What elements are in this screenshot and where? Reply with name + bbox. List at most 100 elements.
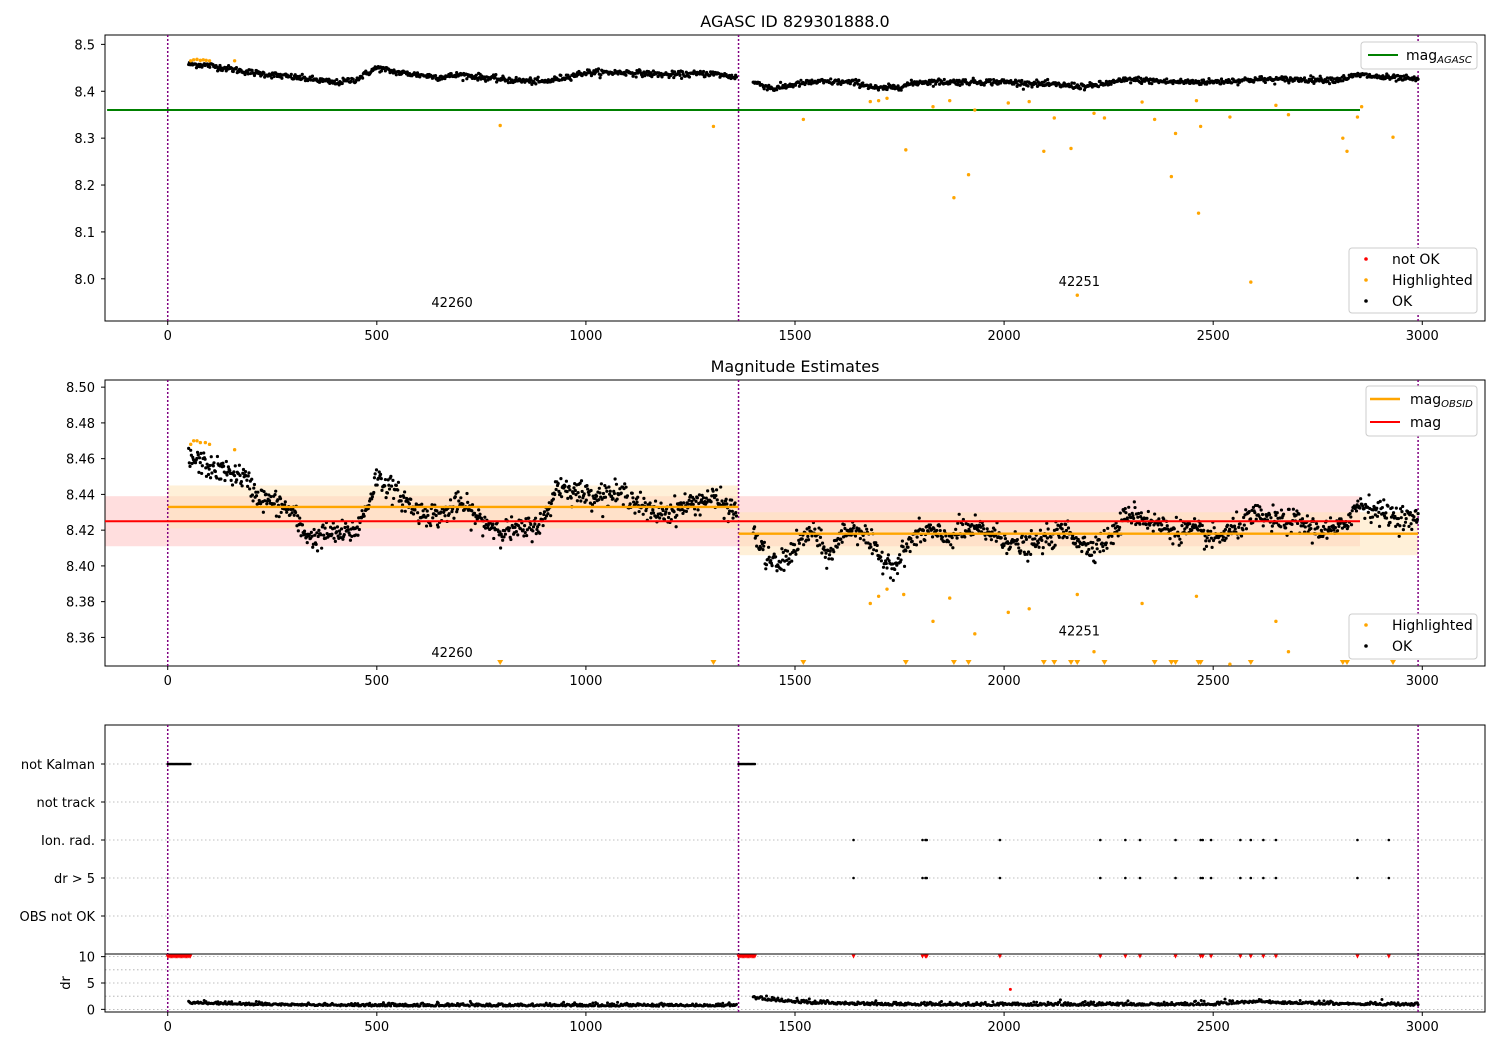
p2-ok-0-476 xyxy=(513,525,517,530)
p2-ok-1-239 xyxy=(919,540,923,544)
p2-ok-0-268 xyxy=(370,495,374,499)
p2-ok-1-221 xyxy=(906,545,910,549)
p1-ok-1-20 xyxy=(767,83,771,88)
p1-ok-0-72 xyxy=(243,72,247,77)
p2-ok-1-612 xyxy=(1180,524,1184,528)
p2-ok-1-379 xyxy=(1017,546,1021,550)
p2-ok-1-714 xyxy=(1251,505,1256,509)
p2-ok-0-229 xyxy=(344,521,348,525)
p2-ok-1-43 xyxy=(781,550,785,554)
p2-ok-1-722 xyxy=(1257,514,1261,518)
p2-ok-0-542 xyxy=(558,491,562,496)
p2-ok-0-604 xyxy=(601,514,605,519)
p2-ok-1-690 xyxy=(1235,510,1239,514)
p2-ok-1-292 xyxy=(956,521,960,525)
p2-ok-1-479 xyxy=(1087,547,1091,552)
p2-ok-0-659 xyxy=(638,490,643,494)
p4-clip-pt-0 xyxy=(851,954,856,959)
p2-ok-0-173 xyxy=(305,541,309,545)
p2-ok-0-228 xyxy=(343,525,347,530)
p1-ok-0-192 xyxy=(337,83,341,87)
p2-hl-1 xyxy=(191,439,196,443)
p2-ok-0-506 xyxy=(533,516,538,520)
p2-ok-0-216 xyxy=(335,530,339,534)
p4-ylabel: dr xyxy=(59,976,74,990)
p2-ok-0-664 xyxy=(642,496,646,500)
p2-ok-0-598 xyxy=(597,498,601,502)
p2-ok-1-948 xyxy=(1415,517,1419,522)
p1-ok-0-51 xyxy=(227,63,231,68)
p2-ok-1-769 xyxy=(1290,522,1294,526)
p2-ok-1-446 xyxy=(1064,522,1068,527)
p2-ok-0-246 xyxy=(355,525,359,529)
p2-ok-0-784 xyxy=(724,497,728,501)
p2-hl-below-0 xyxy=(497,660,504,665)
p3-category-0: not Kalman xyxy=(21,758,95,773)
p2-ok-0-513 xyxy=(538,511,542,516)
p2-ok-0-721 xyxy=(681,511,685,516)
p1-ok-0-57 xyxy=(231,69,235,74)
p4-dr-1-504 xyxy=(1231,999,1235,1003)
p4-dr-0-80 xyxy=(260,1001,264,1005)
p2-ok-1-757 xyxy=(1281,512,1286,516)
p4-dr-1-496 xyxy=(1223,997,1227,1001)
p2-ok-1-411 xyxy=(1039,536,1043,540)
p1-ok-0-196 xyxy=(340,81,344,86)
p2-ok-0-176 xyxy=(307,532,311,537)
p2-ok-0-355 xyxy=(430,503,434,507)
p4-dr-1-46 xyxy=(795,996,799,1000)
p2-ok-1-563 xyxy=(1146,526,1150,530)
p2-ok-0-619 xyxy=(611,497,615,501)
p4-xtick-label-4: 2000 xyxy=(988,1020,1021,1035)
p4-dr-1-394 xyxy=(1126,999,1130,1003)
p2-ok-1-70 xyxy=(800,537,804,541)
p2-ok-0-489 xyxy=(522,534,526,538)
p1-hl-9 xyxy=(711,124,716,129)
p2-ok-0-667 xyxy=(644,509,648,513)
p2-ok-1-144 xyxy=(852,524,856,528)
p2-hl-11 xyxy=(931,619,935,624)
p3-flag-pt-2-3 xyxy=(925,838,929,842)
p2-ok-0-342 xyxy=(421,509,425,513)
p2-ok-1-393 xyxy=(1026,550,1031,554)
p4-dr-1-699 xyxy=(1416,1003,1420,1007)
p1-ok-1-611 xyxy=(1230,81,1234,85)
p1-ok-1-506 xyxy=(1147,81,1152,85)
p2-ok-0-70 xyxy=(235,478,239,482)
p1-hl-3 xyxy=(198,58,203,63)
p2-ok-1-675 xyxy=(1224,536,1228,540)
p2-ok-1-332 xyxy=(984,537,988,541)
p2-ok-1-97 xyxy=(819,528,823,532)
p2-ok-0-468 xyxy=(507,526,512,530)
p1-ok-1-202 xyxy=(909,78,913,82)
p2-ok-1-701 xyxy=(1242,523,1246,527)
p2-ok-1-703 xyxy=(1244,508,1248,512)
p2-hl-4 xyxy=(203,440,208,445)
p1-ytick-label-2: 8.2 xyxy=(74,179,95,194)
p2-ok-1-322 xyxy=(977,529,981,533)
p2-ok-1-282 xyxy=(949,543,953,547)
p2-ok-0-608 xyxy=(603,495,608,499)
p2-ok-1-860 xyxy=(1354,505,1358,510)
p2-ok-1-329 xyxy=(982,527,986,531)
p2-ok-0-13 xyxy=(195,450,200,454)
p2-ok-1-284 xyxy=(950,536,954,540)
p2-ok-0-87 xyxy=(246,474,250,478)
p2-ok-1-402 xyxy=(1033,537,1037,541)
p2-ok-1-262 xyxy=(935,528,939,533)
p2-ok-0-62 xyxy=(229,478,233,482)
p1-ok-1-482 xyxy=(1129,81,1133,85)
p1-ok-0-222 xyxy=(361,76,365,80)
p2-ok-1-623 xyxy=(1188,522,1192,526)
p2-ok-0-55 xyxy=(224,459,228,464)
p2-ok-0-592 xyxy=(592,500,597,505)
p2-ok-1-893 xyxy=(1377,510,1381,514)
p2-ok-0-644 xyxy=(628,502,632,506)
p4-clip-pt-14 xyxy=(1261,954,1266,959)
p1-ok-0-571 xyxy=(634,75,638,79)
p2-ok-0-154 xyxy=(292,513,296,517)
p2-ok-1-748 xyxy=(1275,511,1279,515)
p1-ok-0-315 xyxy=(433,74,438,78)
p1-ok-0-61 xyxy=(234,66,239,70)
